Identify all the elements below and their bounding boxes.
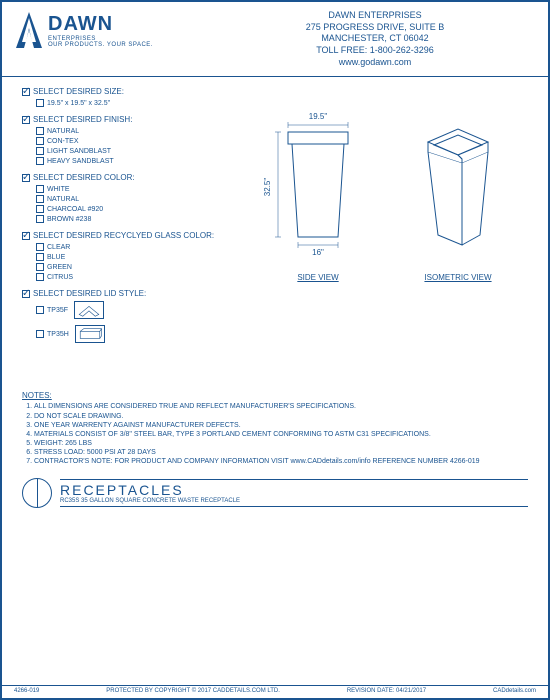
company-info: DAWN ENTERPRISES 275 PROGRESS DRIVE, SUI…	[214, 10, 536, 68]
title-text: RECEPTACLES RC35S 35 GALLON SQUARE CONCR…	[60, 479, 528, 507]
checkbox-icon[interactable]	[36, 330, 44, 338]
label: SELECT DESIRED RECYCLYED GLASS COLOR:	[33, 231, 214, 240]
note-item: STRESS LOAD: 5000 PSI AT 28 DAYS	[34, 448, 528, 457]
checkbox-icon[interactable]	[22, 116, 30, 124]
address1: 275 PROGRESS DRIVE, SUITE B	[214, 22, 536, 34]
sub-option: HEAVY SANDBLAST	[36, 157, 222, 165]
svg-text:16": 16"	[312, 248, 324, 257]
option-size: SELECT DESIRED SIZE: 19.5" x 19.5" x 32.…	[22, 87, 222, 107]
title-circle-icon	[22, 478, 52, 508]
note-item: CONTRACTOR'S NOTE: FOR PRODUCT AND COMPA…	[34, 457, 528, 466]
sub-option: NATURAL	[36, 127, 222, 135]
sub-option: LIGHT SANDBLAST	[36, 147, 222, 155]
footer-ref: 4266-019	[14, 688, 39, 694]
svg-text:19.5": 19.5"	[309, 112, 328, 121]
notes-title: NOTES:	[22, 391, 528, 400]
sub-option: CLEAR	[36, 243, 222, 251]
checkbox-icon[interactable]	[22, 174, 30, 182]
footer-caddetails: CADdetails.com	[493, 688, 536, 694]
sub-option: 19.5" x 19.5" x 32.5"	[36, 99, 222, 107]
checkbox-icon[interactable]	[36, 195, 44, 203]
logo: DAWN ENTERPRISES OUR PRODUCTS. YOUR SPAC…	[14, 10, 214, 50]
sub-option: CHARCOAL #920	[36, 205, 222, 213]
checkbox-icon[interactable]	[36, 253, 44, 261]
drawings: 19.5" 32.5" 16" SIDE VIEW	[248, 87, 528, 282]
checkbox-icon[interactable]	[22, 88, 30, 96]
checkbox-icon[interactable]	[36, 263, 44, 271]
checkbox-icon[interactable]	[36, 185, 44, 193]
sub-option: BLUE	[36, 253, 222, 261]
company-name: DAWN ENTERPRISES	[214, 10, 536, 22]
option-header: SELECT DESIRED SIZE:	[22, 87, 222, 96]
lid-thumb-icon	[74, 301, 104, 319]
header: DAWN ENTERPRISES OUR PRODUCTS. YOUR SPAC…	[2, 2, 548, 77]
logo-main: DAWN	[48, 13, 153, 36]
note-item: WEIGHT: 265 LBS	[34, 439, 528, 448]
option-glass: SELECT DESIRED RECYCLYED GLASS COLOR: CL…	[22, 231, 222, 281]
label: SELECT DESIRED LID STYLE:	[33, 289, 146, 298]
title-sub: RC35S 35 GALLON SQUARE CONCRETE WASTE RE…	[60, 498, 528, 504]
sub-option: BROWN #238	[36, 215, 222, 223]
notes-list: ALL DIMENSIONS ARE CONSIDERED TRUE AND R…	[22, 402, 528, 466]
checkbox-icon[interactable]	[36, 147, 44, 155]
isometric-view: ISOMETRIC VIEW	[398, 107, 518, 282]
title-block: RECEPTACLES RC35S 35 GALLON SQUARE CONCR…	[22, 478, 528, 508]
footer-revision: REVISION DATE: 04/21/2017	[347, 688, 426, 694]
footer-copyright: PROTECTED BY COPYRIGHT © 2017 CADDETAILS…	[106, 688, 280, 694]
checkbox-icon[interactable]	[22, 290, 30, 298]
title-main: RECEPTACLES	[60, 482, 528, 498]
website: www.godawn.com	[214, 57, 536, 69]
checkbox-icon[interactable]	[36, 99, 44, 107]
sub-option: CON-TEX	[36, 137, 222, 145]
logo-sub2: OUR PRODUCTS. YOUR SPACE.	[48, 42, 153, 48]
checkbox-icon[interactable]	[36, 157, 44, 165]
option-header: SELECT DESIRED FINISH:	[22, 115, 222, 124]
side-view-label: SIDE VIEW	[258, 273, 378, 282]
label: SELECT DESIRED COLOR:	[33, 173, 135, 182]
label: SELECT DESIRED SIZE:	[33, 87, 124, 96]
footer: 4266-019 PROTECTED BY COPYRIGHT © 2017 C…	[2, 685, 548, 696]
option-finish: SELECT DESIRED FINISH: NATURAL CON-TEX L…	[22, 115, 222, 165]
sub-option: NATURAL	[36, 195, 222, 203]
option-color: SELECT DESIRED COLOR: WHITE NATURAL CHAR…	[22, 173, 222, 223]
note-item: MATERIALS CONSIST OF 3/8" STEEL BAR, TYP…	[34, 430, 528, 439]
address2: MANCHESTER, CT 06042	[214, 33, 536, 45]
option-header: SELECT DESIRED RECYCLYED GLASS COLOR:	[22, 231, 222, 240]
checkbox-icon[interactable]	[36, 243, 44, 251]
logo-text: DAWN ENTERPRISES OUR PRODUCTS. YOUR SPAC…	[48, 13, 153, 48]
note-item: ONE YEAR WARRENTY AGAINST MANUFACTURER D…	[34, 421, 528, 430]
lid-thumb-icon	[75, 325, 105, 343]
iso-view-label: ISOMETRIC VIEW	[398, 273, 518, 282]
note-item: ALL DIMENSIONS ARE CONSIDERED TRUE AND R…	[34, 402, 528, 411]
checkbox-icon[interactable]	[36, 273, 44, 281]
option-header: SELECT DESIRED COLOR:	[22, 173, 222, 182]
checkbox-icon[interactable]	[36, 205, 44, 213]
sub-option: GREEN	[36, 263, 222, 271]
svg-text:32.5": 32.5"	[263, 178, 272, 197]
note-item: DO NOT SCALE DRAWING.	[34, 412, 528, 421]
label: SELECT DESIRED FINISH:	[33, 115, 132, 124]
sub-option: WHITE	[36, 185, 222, 193]
notes-section: NOTES: ALL DIMENSIONS ARE CONSIDERED TRU…	[22, 351, 528, 466]
option-header: SELECT DESIRED LID STYLE:	[22, 289, 222, 298]
checkbox-icon[interactable]	[36, 137, 44, 145]
checkbox-icon[interactable]	[36, 215, 44, 223]
logo-section: DAWN ENTERPRISES OUR PRODUCTS. YOUR SPAC…	[14, 10, 214, 68]
sub-option: TP35H	[36, 325, 222, 343]
content: SELECT DESIRED SIZE: 19.5" x 19.5" x 32.…	[2, 77, 548, 518]
sub-option: CITRUS	[36, 273, 222, 281]
checkbox-icon[interactable]	[36, 127, 44, 135]
sub-option: TP35F	[36, 301, 222, 319]
side-view: 19.5" 32.5" 16" SIDE VIEW	[258, 107, 378, 282]
logo-icon	[14, 10, 44, 50]
checkbox-icon[interactable]	[36, 306, 44, 314]
side-view-svg: 19.5" 32.5" 16"	[258, 107, 378, 267]
checkbox-icon[interactable]	[22, 232, 30, 240]
iso-view-svg	[398, 107, 518, 267]
options-section: SELECT DESIRED SIZE: 19.5" x 19.5" x 32.…	[22, 87, 222, 351]
option-lid: SELECT DESIRED LID STYLE: TP35F TP35H	[22, 289, 222, 343]
phone: TOLL FREE: 1-800-262-3296	[214, 45, 536, 57]
